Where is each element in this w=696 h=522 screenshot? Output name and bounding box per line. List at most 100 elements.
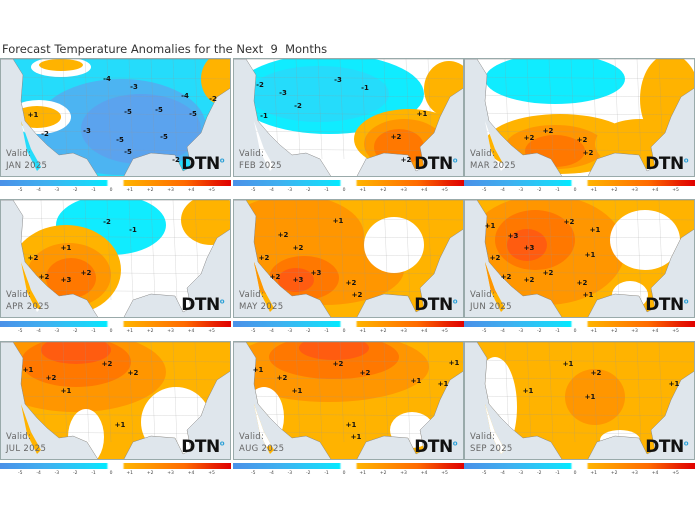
anomaly-value-label: -2 — [41, 130, 49, 138]
state-border — [570, 59, 576, 160]
state-border — [295, 342, 301, 443]
map-canvas: +2 +2 +2 +2 — [465, 59, 694, 176]
anomaly-value-label: -5 — [155, 106, 163, 114]
state-border — [570, 200, 576, 301]
scale-tick-label: -3 — [287, 329, 293, 334]
scale-tick-label: -5 — [18, 329, 23, 334]
color-scale-bar — [0, 180, 231, 186]
state-border — [614, 342, 620, 443]
state-border — [295, 200, 301, 301]
anomaly-value-label: +2 — [577, 136, 588, 144]
scale-tick-label: -1 — [324, 329, 329, 334]
anomaly-value-label: +2 — [277, 374, 288, 382]
state-border — [636, 200, 642, 301]
anomaly-value-label: +3 — [508, 232, 519, 240]
color-scale-bar — [0, 463, 231, 469]
state-border — [1, 235, 230, 239]
anomaly-map-aug: +1 +2 +2 +2 +1 +1 +1 +1 +1 +1 Valid: AUG 2025 DTNo — [233, 341, 464, 460]
scale-tick-label: -4 — [36, 329, 41, 334]
scale-tick-label: +1 — [359, 329, 366, 334]
logo-dot-icon: o — [683, 156, 689, 165]
state-border — [383, 200, 389, 301]
state-border — [339, 342, 345, 443]
state-border — [106, 342, 112, 443]
state-border — [1, 271, 230, 275]
anomaly-value-label: +2 — [501, 273, 512, 281]
anomaly-value-label: +1 — [61, 387, 72, 395]
anomaly-region — [485, 59, 625, 104]
color-scale-ticks: -5 -4 -3 -2 -1 0 +1 +2 +3 +4 +5 — [233, 471, 464, 476]
state-border — [234, 76, 463, 80]
scale-tick-label: +4 — [651, 471, 659, 476]
state-border — [548, 342, 554, 443]
scale-tick-label: +5 — [672, 188, 679, 193]
state-border — [172, 200, 178, 301]
state-border — [592, 200, 598, 301]
valid-month: MAR 2025 — [470, 161, 516, 171]
scale-tick-label: -2 — [305, 188, 311, 193]
state-border — [465, 271, 694, 275]
state-border — [150, 59, 156, 160]
scale-tick-label: -3 — [54, 471, 60, 476]
state-border — [234, 271, 463, 275]
state-border — [465, 94, 694, 98]
anomaly-map-mar: +2 +2 +2 +2 Valid: MAR 2025 DTNo — [464, 58, 695, 177]
scale-tick-label: -1 — [91, 471, 96, 476]
page-title: Forecast Temperature Anomalies for the N… — [2, 42, 328, 56]
anomaly-value-label: +2 — [490, 254, 501, 262]
anomaly-value-label: +1 — [438, 380, 449, 388]
anomaly-map-jan: -4 -3 -4 -2 -5 -5 -5 +1 -2 -3 -5 -5 -5 -2 Valid: JAN 20… — [0, 58, 231, 177]
valid-date: Valid: AUG 2025 — [239, 431, 284, 455]
scale-tick-label: -3 — [54, 329, 60, 334]
logo-dot-icon: o — [683, 297, 689, 306]
anomaly-value-label: -5 — [116, 136, 124, 144]
state-border — [62, 200, 68, 301]
scale-tick-label: -3 — [518, 329, 524, 334]
scale-tick-label: +1 — [359, 471, 366, 476]
scale-tick-label: +5 — [672, 471, 679, 476]
state-border — [339, 59, 345, 160]
color-scale-ticks: -5 -4 -3 -2 -1 0 +1 +2 +3 +4 +5 — [0, 188, 231, 193]
anomaly-value-label: +2 — [401, 156, 412, 164]
anomaly-value-label: +2 — [524, 276, 535, 284]
state-border — [1, 217, 230, 221]
state-border — [570, 342, 576, 443]
anomaly-value-label: +2 — [128, 369, 139, 377]
scale-tick-label: -3 — [518, 471, 524, 476]
dtn-logo: DTNo — [414, 295, 457, 315]
state-border — [465, 377, 694, 381]
valid-date: Valid: JUN 2025 — [470, 289, 512, 313]
state-border — [317, 200, 323, 301]
color-scale-ticks: -5 -4 -3 -2 -1 0 +1 +2 +3 +4 +5 — [233, 329, 464, 334]
scale-tick-label: +2 — [146, 471, 154, 476]
scale-tick-label: -4 — [36, 471, 41, 476]
state-border — [405, 342, 411, 443]
anomaly-value-label: +2 — [583, 149, 594, 157]
color-scale-bar — [0, 321, 231, 327]
scale-tick-label: +2 — [610, 188, 618, 193]
state-border — [592, 342, 598, 443]
anomaly-value-label: +2 — [46, 374, 57, 382]
color-scale-ticks: -5 -4 -3 -2 -1 0 +1 +2 +3 +4 +5 — [464, 329, 695, 334]
scale-tick-label: +3 — [400, 471, 407, 476]
state-border — [526, 342, 532, 443]
anomaly-value-label: +2 — [259, 254, 270, 262]
anomaly-value-label: +1 — [669, 380, 680, 388]
scale-tick-label: -1 — [91, 188, 96, 193]
anomaly-value-label: -2 — [294, 102, 302, 110]
anomaly-value-label: -3 — [130, 83, 138, 91]
state-border — [1, 377, 230, 381]
anomaly-value-label: +2 — [270, 273, 281, 281]
scale-tick-label: -5 — [18, 471, 23, 476]
scale-tick-label: +5 — [441, 188, 448, 193]
scale-tick-label: 0 — [109, 471, 113, 476]
anomaly-value-label: +1 — [115, 421, 126, 429]
anomaly-value-label: +1 — [585, 393, 596, 401]
state-border — [465, 76, 694, 80]
color-scale-bar — [233, 463, 464, 469]
state-border — [636, 59, 642, 160]
anomaly-value-label: +1 — [351, 433, 362, 441]
state-border — [1, 76, 230, 80]
anomaly-value-label: +1 — [411, 377, 422, 385]
scale-tick-label: +1 — [590, 329, 597, 334]
